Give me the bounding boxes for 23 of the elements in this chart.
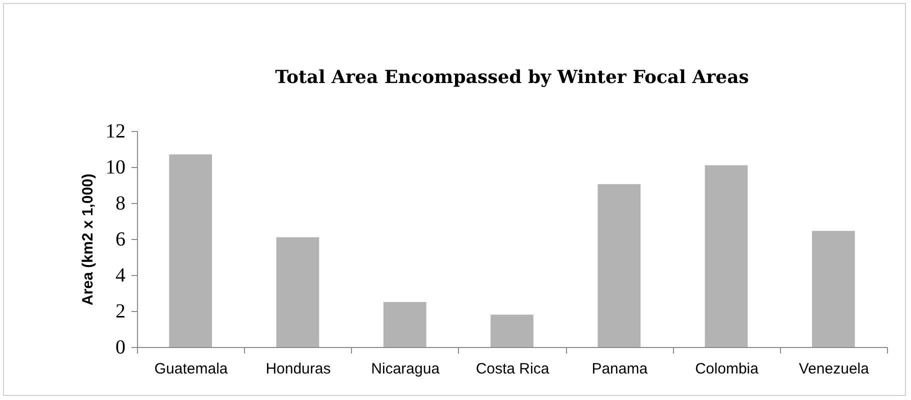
x-tick-label: Honduras bbox=[266, 360, 331, 378]
chart-title: Total Area Encompassed by Winter Focal Areas bbox=[275, 67, 749, 88]
bar bbox=[276, 237, 320, 347]
x-tick-label: Guatemala bbox=[154, 360, 228, 378]
y-tick-label: 0 bbox=[116, 336, 126, 358]
bar bbox=[490, 314, 534, 347]
bar bbox=[169, 154, 212, 347]
x-tick-label: Venezuela bbox=[798, 360, 870, 378]
y-axis-title: Area (km2 x 1,000) bbox=[80, 174, 96, 306]
x-tick-label: Costa Rica bbox=[476, 360, 550, 378]
y-tick-label: 2 bbox=[116, 300, 126, 322]
y-tick-label: 6 bbox=[116, 228, 126, 250]
y-tick-label: 4 bbox=[116, 264, 126, 286]
y-tick-label: 8 bbox=[116, 192, 126, 214]
y-tick-label: 10 bbox=[106, 156, 126, 178]
x-tick-label: Nicaragua bbox=[371, 360, 440, 378]
bar bbox=[383, 302, 426, 347]
bar bbox=[598, 184, 641, 347]
bar bbox=[704, 165, 748, 347]
bar bbox=[812, 230, 855, 347]
x-tick-label: Panama bbox=[592, 360, 648, 378]
y-tick-label: 12 bbox=[106, 120, 126, 142]
x-tick-label: Colombia bbox=[695, 360, 760, 378]
